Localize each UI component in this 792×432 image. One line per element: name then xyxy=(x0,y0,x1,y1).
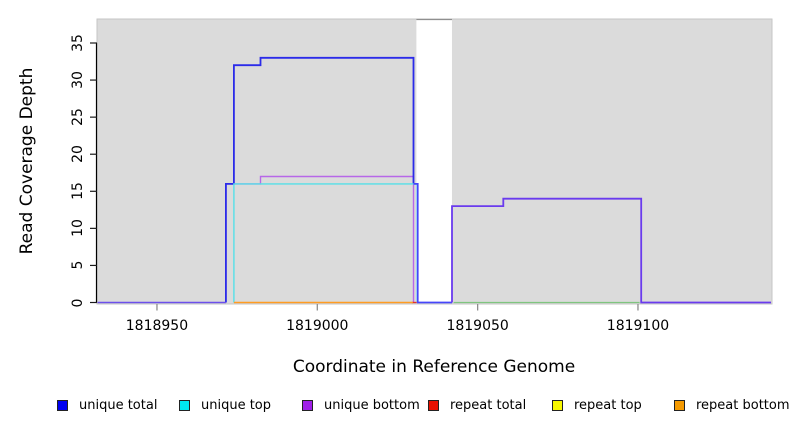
y-tick-label: 15 xyxy=(70,182,86,201)
y-tick-label: 35 xyxy=(70,34,86,52)
y-tick-label: 5 xyxy=(70,260,86,270)
right-block xyxy=(451,197,771,304)
x-tick-label: 1819050 xyxy=(446,318,509,334)
x-axis-title: Coordinate in Reference Genome xyxy=(292,357,576,377)
y-tick-label: 10 xyxy=(70,219,86,238)
y-tick-label: 25 xyxy=(70,108,86,127)
coverage-gap-band xyxy=(416,19,452,304)
y-axis-title: Read Coverage Depth xyxy=(17,67,37,255)
y-tick-label: 30 xyxy=(70,71,86,89)
y-tick-label: 0 xyxy=(70,298,86,307)
x-tick-label: 1818950 xyxy=(125,318,189,334)
x-tick-label: 1819000 xyxy=(286,318,349,334)
y-tick-label: 20 xyxy=(70,145,86,164)
unique-total-left xyxy=(224,56,415,303)
unique-total-drop xyxy=(413,182,452,304)
x-tick-label: 1819100 xyxy=(606,318,670,334)
